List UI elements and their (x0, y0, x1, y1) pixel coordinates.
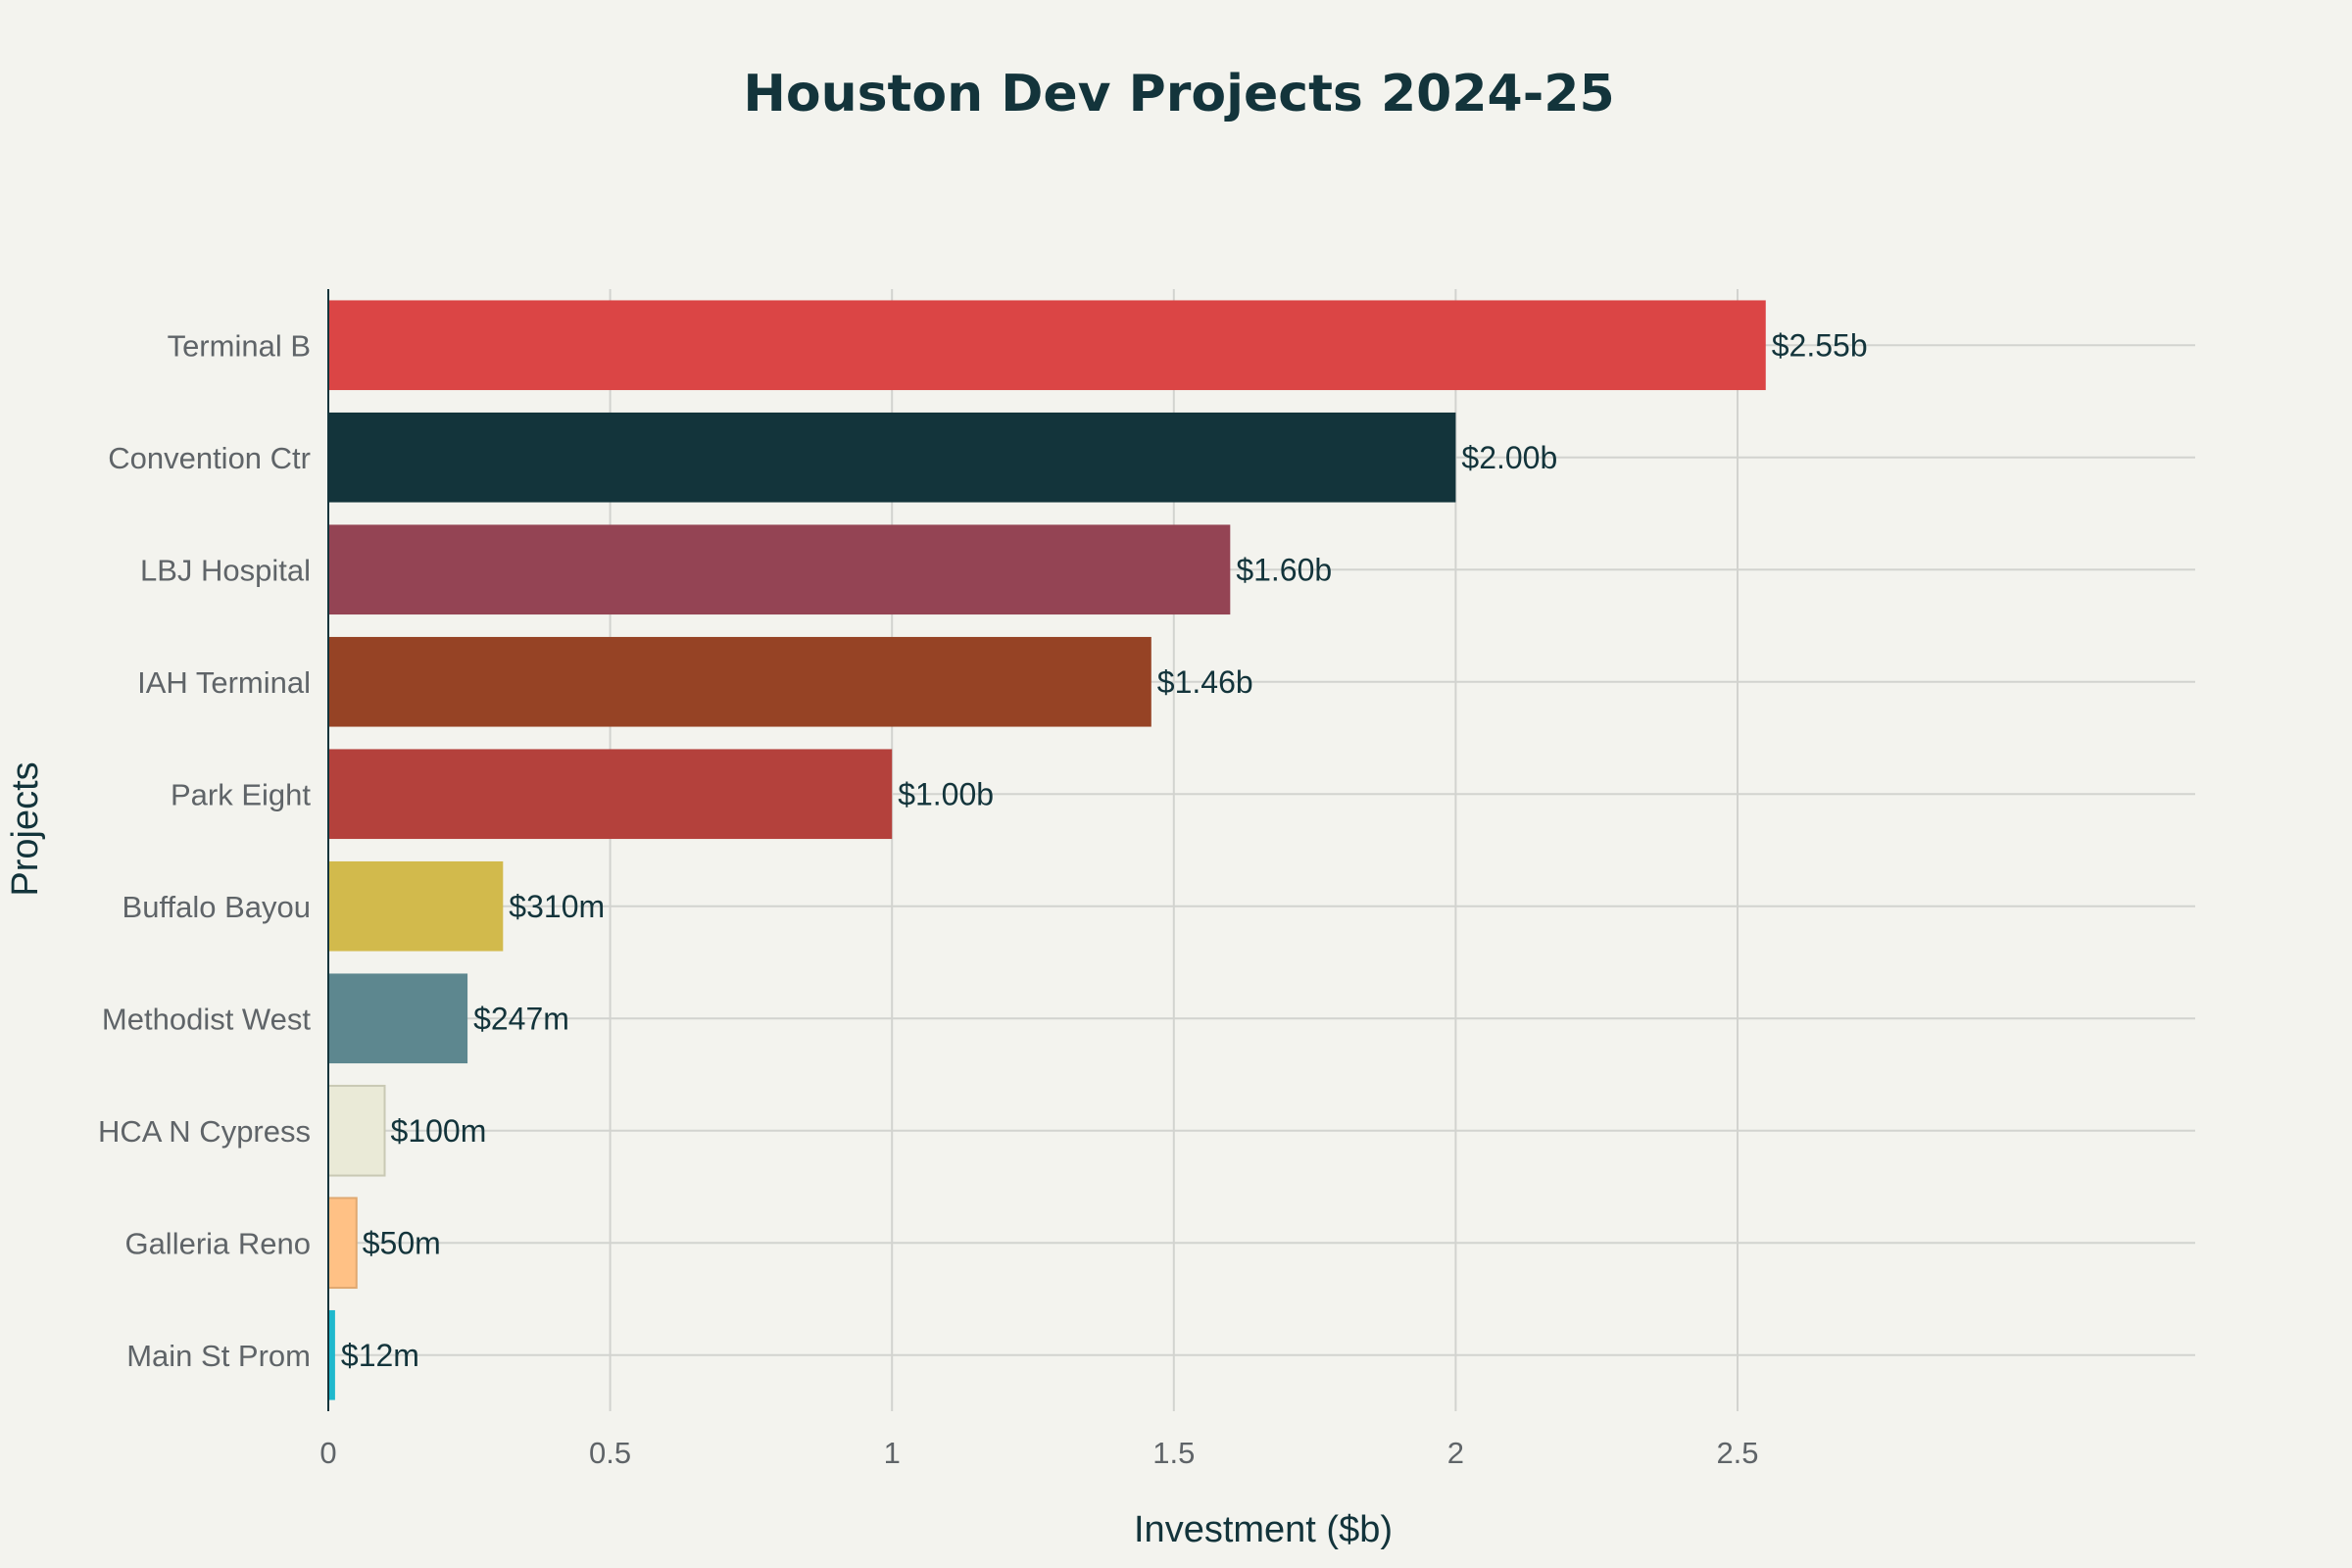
x-tick-label: 2 (1447, 1436, 1464, 1470)
data-label: $12m (341, 1338, 419, 1373)
x-tick-label: 0 (319, 1436, 336, 1470)
x-tick-label: 0.5 (589, 1436, 631, 1470)
data-label: $1.46b (1157, 664, 1253, 700)
chart-title: Houston Dev Projects 2024-25 (743, 65, 1614, 123)
y-axis-title: Projects (5, 761, 46, 896)
category-label: Park Eight (171, 777, 311, 811)
data-label: $1.60b (1236, 552, 1332, 587)
category-label: Galleria Reno (124, 1226, 311, 1260)
bar (328, 860, 504, 952)
data-label: $247m (473, 1001, 569, 1036)
bar (328, 300, 1766, 391)
bar (327, 1197, 358, 1290)
category-label: Terminal B (168, 328, 311, 363)
labels: 0 0.5 1 1.5 2 2.5 Terminal B $2.55b Convention C… (98, 327, 1868, 1470)
category-label: Convention Ctr (108, 441, 311, 475)
data-label: $1.00b (898, 776, 994, 811)
bar (328, 973, 468, 1064)
data-label: $310m (509, 889, 605, 924)
category-label: HCA N Cypress (98, 1114, 311, 1149)
bar (328, 524, 1231, 615)
x-tick-label: 1 (884, 1436, 901, 1470)
bars (327, 300, 1766, 1400)
x-axis-title: Investment ($b) (1134, 1509, 1393, 1550)
category-label: LBJ Hospital (140, 553, 311, 587)
category-label: Main St Prom (126, 1339, 311, 1373)
data-label: $2.00b (1461, 440, 1557, 475)
x-tick-label: 2.5 (1716, 1436, 1758, 1470)
bar (328, 636, 1152, 727)
x-tick-label: 1.5 (1152, 1436, 1195, 1470)
bar (327, 1084, 386, 1177)
data-label: $2.55b (1772, 327, 1868, 363)
category-label: Methodist West (102, 1002, 311, 1036)
bar (328, 1309, 335, 1400)
bar (328, 749, 893, 840)
category-label: IAH Terminal (137, 665, 311, 700)
category-label: Buffalo Bayou (122, 890, 311, 924)
bar (328, 412, 1456, 503)
data-label: $100m (391, 1113, 487, 1149)
data-label: $50m (363, 1225, 441, 1260)
